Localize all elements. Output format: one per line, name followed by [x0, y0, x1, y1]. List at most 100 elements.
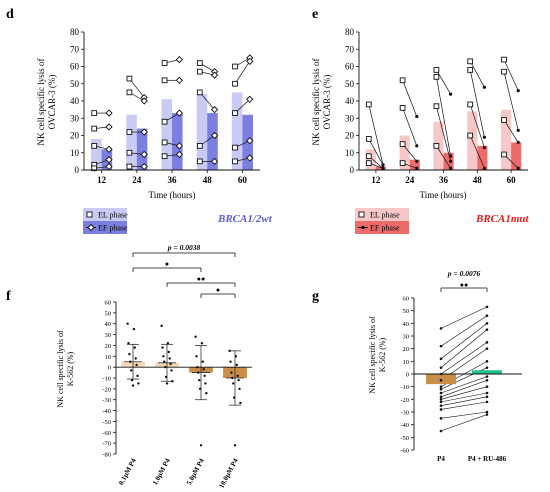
- point-ef-phase: [210, 157, 219, 166]
- y-tick-label: 20: [403, 346, 410, 353]
- data-point: [485, 341, 489, 344]
- point-el-phase: [126, 149, 133, 156]
- point-el-phase: [161, 60, 168, 66]
- data-point: [485, 314, 489, 318]
- x-tick-label: P4: [437, 455, 445, 463]
- data-point: [135, 363, 138, 367]
- data-point: [162, 355, 165, 358]
- chart-panel-e: 12 24 36 48 60 0 10 20 30 40 50 60 70 80 NK cell spec…: [311, 27, 530, 234]
- point-el-phase: [232, 144, 238, 151]
- data-point: [228, 349, 231, 353]
- data-point: [204, 382, 207, 385]
- pair-line: [402, 143, 418, 162]
- panel-letter-g: g: [312, 289, 319, 304]
- y-tick-label: 30: [403, 334, 410, 341]
- x-tick-label: 24: [405, 175, 415, 185]
- data-point: [132, 327, 136, 331]
- point-ef-phase: [516, 140, 520, 144]
- y-tick-label: 0: [75, 165, 80, 175]
- point-el-phase: [161, 153, 168, 160]
- data-point: [200, 342, 204, 345]
- pair-line: [402, 107, 418, 146]
- data-point: [163, 360, 166, 363]
- significance-marks: ●●: [460, 281, 468, 289]
- genotype-annotation: BRCA1mut: [475, 213, 530, 225]
- pair-line: [436, 76, 451, 157]
- data-point: [164, 375, 168, 379]
- point-ef-phase: [105, 109, 113, 117]
- point-ef-phase: [415, 144, 419, 148]
- point-ef-phase: [210, 105, 219, 114]
- y-tick-label: -80: [102, 452, 111, 459]
- data-point: [439, 391, 443, 395]
- pair-line: [440, 411, 488, 419]
- y-axis-label-line-2: OVCAR-3 (%): [47, 75, 57, 130]
- bar-el-phase: [365, 149, 376, 170]
- data-point: [230, 371, 233, 374]
- y-axis-label-line-2: K-562 (%): [378, 337, 387, 372]
- data-point: [170, 369, 173, 372]
- data-point: [165, 382, 169, 385]
- x-tick-label: 48: [473, 175, 483, 185]
- y-tick-label: -10: [102, 376, 111, 383]
- data-point: [236, 374, 239, 378]
- point-ef-phase: [415, 166, 419, 170]
- pair-line: [440, 376, 488, 394]
- y-tick-label: 80: [345, 27, 355, 37]
- x-tick-label: P4 + RU-486: [468, 455, 507, 463]
- legend-marker-square: [358, 211, 365, 218]
- point-el-phase: [399, 160, 406, 166]
- point-el-phase: [501, 117, 507, 123]
- pair-line: [503, 71, 519, 131]
- pair-line: [440, 414, 488, 432]
- bar-ef-phase: [511, 142, 522, 170]
- x-tick-label: 12: [97, 175, 107, 185]
- point-el-phase: [91, 125, 98, 132]
- pair-line: [440, 380, 488, 398]
- data-point: [198, 378, 201, 382]
- point-ef-phase: [448, 166, 453, 170]
- legend-label-el: EL phase: [98, 211, 128, 220]
- y-tick-label: -30: [102, 397, 111, 404]
- y-tick-label: 10: [403, 359, 410, 366]
- data-point: [439, 395, 443, 399]
- y-tick-label: 50: [105, 310, 112, 317]
- y-tick-label: -70: [102, 441, 111, 448]
- point-el-phase: [433, 142, 440, 149]
- pair-line: [440, 306, 488, 329]
- y-tick-label: 10: [105, 354, 112, 361]
- point-ef-phase: [246, 95, 254, 103]
- bar-ef-phase: [136, 128, 148, 170]
- legend-swatch-ef: [83, 221, 127, 234]
- data-point: [229, 360, 232, 363]
- data-point: [485, 347, 489, 350]
- data-point: [485, 413, 489, 416]
- x-tick-label: 1.0µM P4: [151, 457, 172, 487]
- data-point: [133, 346, 136, 349]
- data-point: [199, 444, 203, 447]
- point-ef-phase: [246, 57, 254, 65]
- data-point: [203, 374, 206, 378]
- x-tick-label: 60: [507, 175, 517, 185]
- data-point: [485, 410, 489, 414]
- point-el-phase: [365, 136, 372, 142]
- x-tick-label: 10.0µM P4: [217, 457, 240, 490]
- pair-line: [503, 119, 519, 143]
- data-point: [202, 368, 205, 371]
- point-el-phase: [196, 89, 203, 96]
- data-point: [439, 404, 443, 407]
- data-point: [485, 379, 489, 382]
- data-point: [166, 342, 170, 345]
- point-ef-phase: [246, 154, 254, 162]
- y-tick-label: 30: [345, 113, 355, 123]
- pair-line: [436, 69, 451, 95]
- point-ef-phase: [516, 166, 520, 170]
- y-tick-label: 10: [70, 148, 80, 158]
- y-tick-label: 80: [70, 27, 80, 37]
- data-point: [439, 408, 443, 411]
- y-tick-label: 40: [345, 96, 355, 106]
- point-ef-phase: [482, 85, 486, 89]
- data-point: [439, 344, 443, 348]
- pair-line: [129, 78, 145, 98]
